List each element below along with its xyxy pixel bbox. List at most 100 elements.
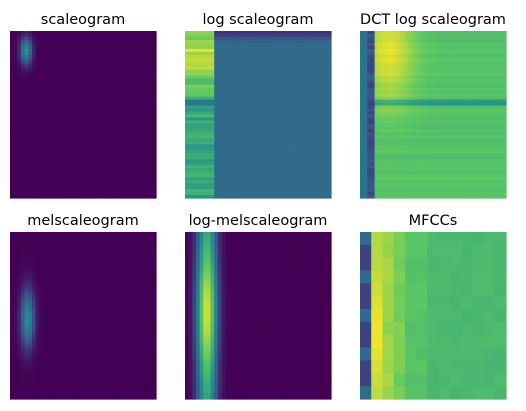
- log-scaleogram-cell: [258, 96, 263, 101]
- log-scaleogram-cell: [294, 72, 299, 77]
- scaleogram-cell: [134, 195, 139, 199]
- log-scaleogram-cell: [283, 168, 288, 172]
- log-scaleogram-cell: [301, 81, 307, 86]
- log-scaleogram-cell: [283, 117, 288, 122]
- scaleogram-cell: [93, 138, 99, 142]
- scaleogram-cell: [53, 36, 59, 41]
- log-scaleogram-cell: [221, 54, 226, 59]
- scaleogram-cell: [39, 123, 44, 128]
- scaleogram-cell: [61, 183, 66, 187]
- log-scaleogram-cell: [228, 138, 234, 142]
- log-scaleogram-cell: [301, 87, 307, 92]
- scaleogram-cell: [137, 183, 142, 187]
- scaleogram-cell: [97, 174, 102, 178]
- log-scaleogram-cell: [265, 48, 270, 53]
- scaleogram-cell: [123, 135, 128, 139]
- scaleogram-cell: [130, 66, 135, 71]
- log-scaleogram-cell: [188, 132, 193, 136]
- log-scaleogram-cell: [254, 153, 259, 157]
- log-scaleogram-cell: [323, 153, 328, 157]
- scaleogram-cell: [152, 129, 157, 133]
- log-scaleogram-cell: [316, 135, 321, 139]
- scaleogram-cell: [68, 75, 73, 80]
- log-scaleogram-cell: [283, 54, 288, 59]
- log-scaleogram-cell: [287, 141, 292, 145]
- log-scaleogram-cell: [203, 36, 208, 41]
- log-scaleogram-cell: [195, 114, 201, 119]
- scaleogram-cell: [57, 51, 62, 56]
- log-scaleogram-cell: [265, 174, 270, 178]
- log-scaleogram-cell: [268, 72, 274, 77]
- log-scaleogram-cell: [287, 87, 292, 92]
- scaleogram-cell: [20, 42, 26, 47]
- scaleogram-cell: [101, 90, 106, 95]
- log-scaleogram-cell: [225, 90, 230, 95]
- scaleogram-cell: [97, 102, 102, 107]
- scaleogram-cell: [115, 183, 121, 187]
- log-scaleogram-cell: [287, 90, 292, 95]
- log-scaleogram-cell: [236, 60, 241, 65]
- scaleogram-cell: [123, 129, 128, 133]
- log-scaleogram-cell: [327, 39, 332, 44]
- scaleogram-cell: [145, 171, 150, 175]
- log-scaleogram-cell: [210, 81, 215, 86]
- scaleogram-cell: [46, 93, 51, 98]
- scaleogram-cell: [50, 153, 55, 157]
- scaleogram-cell: [93, 117, 99, 122]
- log-scaleogram-cell: [210, 36, 215, 41]
- scaleogram-cell: [130, 57, 135, 62]
- scaleogram-cell: [137, 159, 142, 163]
- log-scaleogram-cell: [221, 123, 226, 128]
- log-scaleogram-cell: [309, 84, 314, 89]
- scaleogram-cell: [53, 192, 59, 196]
- scaleogram-cell: [75, 81, 80, 86]
- log-scaleogram-cell: [206, 135, 212, 139]
- log-scaleogram-cell: [283, 66, 288, 71]
- log-scaleogram-cell: [279, 84, 285, 89]
- log-scaleogram-cell: [221, 75, 226, 80]
- scaleogram-cell: [31, 102, 37, 107]
- log-scaleogram-cell: [221, 129, 226, 133]
- log-scaleogram-cell: [254, 93, 259, 98]
- log-scaleogram-cell: [247, 174, 252, 178]
- log-scaleogram-cell: [188, 144, 193, 148]
- log-scaleogram-cell: [250, 102, 255, 107]
- log-scaleogram-cell: [185, 57, 190, 62]
- log-scaleogram-cell: [210, 102, 215, 107]
- scaleogram-cell: [90, 31, 95, 35]
- scaleogram-cell: [83, 84, 88, 89]
- log-scaleogram-cell: [287, 123, 292, 128]
- scaleogram-cell: [31, 66, 37, 71]
- log-scaleogram-cell: [283, 171, 288, 175]
- scaleogram-cell: [50, 144, 55, 148]
- scaleogram-cell: [97, 96, 102, 101]
- scaleogram-cell: [148, 141, 153, 145]
- scaleogram-cell: [72, 81, 77, 86]
- log-scaleogram-cell: [272, 54, 277, 59]
- scaleogram-cell: [108, 165, 113, 169]
- scaleogram-cell: [64, 36, 69, 41]
- log-scaleogram-cell: [265, 96, 270, 101]
- scaleogram-cell: [72, 36, 77, 41]
- log-scaleogram-cell: [298, 31, 303, 35]
- log-scaleogram-cell: [316, 117, 321, 122]
- scaleogram-cell: [123, 96, 128, 101]
- scaleogram-cell: [28, 57, 33, 62]
- scaleogram-cell: [112, 36, 117, 41]
- scaleogram-cell: [123, 42, 128, 47]
- scaleogram-cell: [20, 117, 26, 122]
- log-scaleogram-cell: [320, 159, 325, 163]
- scaleogram-cell: [134, 108, 139, 113]
- log-scaleogram-cell: [265, 102, 270, 107]
- scaleogram-cell: [141, 78, 146, 83]
- scaleogram-cell: [83, 81, 88, 86]
- log-scaleogram-cell: [323, 90, 328, 95]
- scaleogram-cell: [90, 78, 95, 83]
- log-scaleogram-cell: [239, 156, 244, 160]
- scaleogram-cell: [57, 117, 62, 122]
- log-scaleogram-cell: [185, 69, 190, 74]
- log-scaleogram-cell: [279, 54, 285, 59]
- scaleogram-cell: [126, 99, 132, 104]
- scaleogram-cell: [141, 123, 146, 128]
- log-scaleogram-cell: [192, 60, 197, 65]
